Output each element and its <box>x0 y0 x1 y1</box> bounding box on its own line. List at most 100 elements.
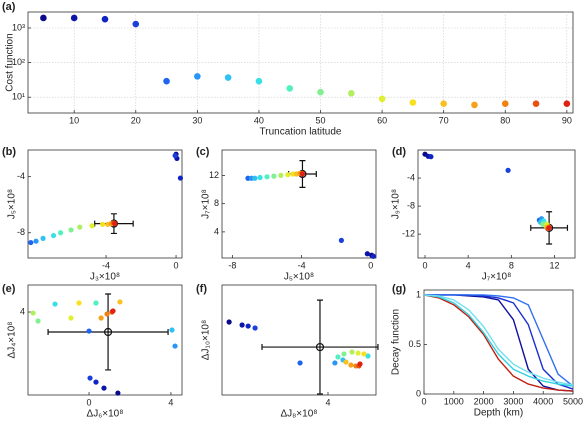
point <box>252 175 258 181</box>
y-tick-label: -4 <box>17 171 25 181</box>
point <box>563 100 571 107</box>
panel-label: (f) <box>196 283 207 295</box>
point <box>338 237 344 243</box>
point <box>115 390 121 396</box>
error-bar-y <box>105 293 112 371</box>
point <box>163 77 170 85</box>
x-tick-label: 80 <box>500 115 510 125</box>
point <box>285 172 291 178</box>
reference-point <box>315 342 325 352</box>
x-axis-label: ΔJ₆×10⁸ <box>87 409 124 420</box>
point <box>172 153 178 159</box>
x-tick-label: 0 <box>87 397 92 407</box>
point <box>93 379 99 385</box>
x-tick-label: 60 <box>377 115 387 125</box>
point <box>172 343 178 349</box>
point <box>370 253 377 259</box>
x-tick-label: 4 <box>325 397 330 407</box>
point <box>99 221 106 227</box>
point <box>348 362 354 368</box>
point <box>257 174 263 181</box>
point <box>357 361 363 367</box>
point <box>245 323 251 329</box>
point <box>428 154 434 160</box>
plot-frame <box>221 149 377 259</box>
point <box>28 239 34 246</box>
y-axis-label: ΔJ₄×10⁸ <box>7 322 18 359</box>
point <box>505 167 511 173</box>
x-tick-label: 2000 <box>474 396 494 406</box>
x-tick-label: 10 <box>69 115 79 125</box>
y-tick-label: 10² <box>12 57 25 67</box>
point <box>50 232 57 239</box>
plot-frame <box>27 284 183 396</box>
x-tick-label: 40 <box>254 115 264 125</box>
point <box>70 14 78 22</box>
point <box>361 351 367 357</box>
panel-label: (d) <box>392 146 406 158</box>
point <box>317 88 324 96</box>
y-tick-label: -8 <box>17 227 25 237</box>
point <box>332 360 338 366</box>
x-tick-label: 20 <box>131 115 141 125</box>
point <box>278 172 284 179</box>
point <box>335 354 341 360</box>
x-tick-label: -4 <box>102 260 110 270</box>
panel-label: (e) <box>2 283 16 295</box>
line <box>424 294 574 387</box>
y-axis-label: J₅×10⁸ <box>7 189 18 219</box>
point <box>349 349 355 355</box>
y-axis-label: Cost function <box>5 33 16 91</box>
x-tick-label: 1000 <box>444 396 464 406</box>
point <box>104 311 110 317</box>
point <box>409 99 417 106</box>
reference-point <box>103 327 113 337</box>
point <box>252 325 258 331</box>
point <box>110 308 116 314</box>
point <box>77 224 83 230</box>
point <box>169 327 175 333</box>
point <box>297 360 303 366</box>
point <box>101 385 107 391</box>
x-axis-label: J₃×10⁸ <box>90 272 120 283</box>
x-tick-label: 4000 <box>533 396 553 406</box>
x-tick-label: 0 <box>421 396 426 406</box>
x-tick-label: -4 <box>298 260 306 270</box>
point <box>33 238 39 244</box>
y-axis-label: ΔJ₁₀×10⁸ <box>201 320 212 360</box>
panel-label: (b) <box>2 146 16 158</box>
point <box>224 74 232 81</box>
x-tick-label: 0 <box>368 260 373 270</box>
point <box>68 315 74 321</box>
point <box>364 251 370 257</box>
point <box>264 174 270 180</box>
y-tick-label: 0 <box>416 388 421 398</box>
point <box>57 230 64 236</box>
point <box>471 101 478 109</box>
y-tick-label: 8 <box>214 198 219 208</box>
panel-label: (a) <box>2 1 16 13</box>
point <box>117 299 123 305</box>
y-tick-label: 12 <box>209 170 219 180</box>
point <box>299 171 306 177</box>
point <box>546 225 552 231</box>
y-axis-label: J₉×10⁸ <box>391 189 402 219</box>
point <box>93 300 99 306</box>
x-tick-label: 8 <box>509 260 514 270</box>
plot-frame <box>417 149 576 259</box>
line <box>423 294 574 392</box>
x-tick-label: -8 <box>228 260 236 270</box>
point <box>76 300 82 306</box>
x-axis-label: J₅×10⁸ <box>284 272 314 283</box>
y-tick-label: 4 <box>20 306 25 316</box>
point <box>271 173 277 179</box>
point <box>255 77 263 85</box>
error-bar-y <box>316 299 323 395</box>
line <box>423 294 574 387</box>
y-tick-label: -12 <box>402 229 415 239</box>
y-tick-label: 1 <box>416 289 421 299</box>
point <box>52 301 58 307</box>
point <box>365 353 371 359</box>
point <box>177 175 184 181</box>
line <box>423 294 574 386</box>
